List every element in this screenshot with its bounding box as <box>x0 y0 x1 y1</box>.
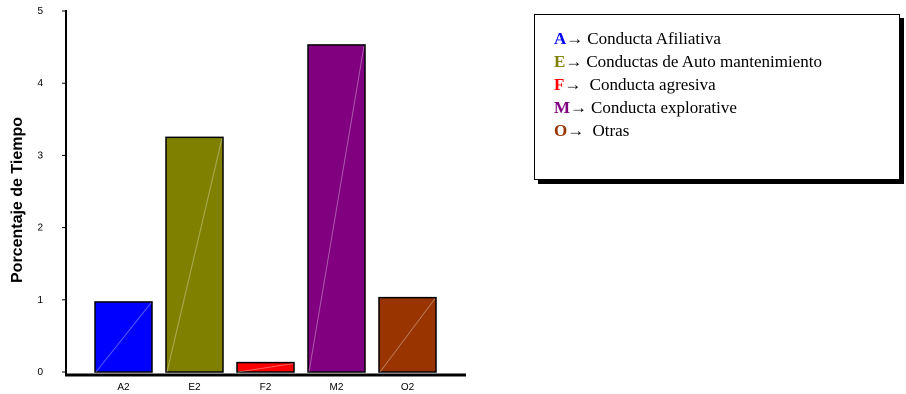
legend-letter: E <box>554 52 566 71</box>
bar-highlight <box>95 302 152 373</box>
legend-letter: O <box>554 121 568 140</box>
bar-o2 <box>378 296 437 373</box>
y-tick-label: 2 <box>37 223 43 234</box>
x-tick-label: A2 <box>117 382 130 393</box>
legend-text: Conducta agresiva <box>585 75 716 94</box>
legend-letter: A <box>554 29 567 48</box>
x-axis-tick-labels: A2 E2 F2 M2 O2 <box>117 382 414 393</box>
legend-item: A→ Conducta Afiliativa <box>554 27 899 50</box>
arrow-right-icon: → <box>564 75 582 94</box>
arrow-right-icon: → <box>566 29 584 48</box>
legend-item: E→ Conductas de Auto mantenimiento <box>554 50 899 73</box>
legend-letter: F <box>554 75 565 94</box>
arrow-right-icon: → <box>570 98 588 117</box>
arrow-right-icon: → <box>565 52 583 71</box>
legend-item: F→ Conducta agresiva <box>554 73 899 96</box>
bar-highlight <box>308 45 365 373</box>
bar-highlight <box>237 363 294 373</box>
bar-chart: Porcentaje de Tiempo 0 1 2 3 4 5 A2 E2 F2 M2 O2 <box>9 6 466 393</box>
legend-item: M→ Conducta explorative <box>554 96 899 119</box>
y-tick-label: 4 <box>37 78 43 89</box>
y-tick-label: 1 <box>37 295 43 306</box>
bar-highlight <box>166 138 223 373</box>
y-axis-ticks: 0 1 2 3 4 5 <box>37 6 66 378</box>
legend-letter: M <box>554 98 571 117</box>
x-tick-label: M2 <box>330 382 344 393</box>
x-tick-label: E2 <box>188 382 201 393</box>
y-tick-label: 3 <box>37 150 43 161</box>
bar-highlight <box>379 298 436 373</box>
legend-text: Conducta Afiliativa <box>587 29 721 48</box>
legend-item: O→ Otras <box>554 119 899 142</box>
x-tick-label: O2 <box>401 382 415 393</box>
y-tick-label: 0 <box>37 367 43 378</box>
arrow-right-icon: → <box>567 121 585 140</box>
bars <box>94 44 437 373</box>
legend-text: Conducta explorative <box>591 98 737 117</box>
legend-text: Otras <box>588 121 630 140</box>
legend-text: Conductas de Auto mantenimiento <box>586 52 822 71</box>
y-axis-label: Porcentaje de Tiempo <box>9 117 26 283</box>
bar-m2 <box>307 44 366 373</box>
y-tick-label: 5 <box>37 6 43 17</box>
x-tick-label: F2 <box>260 382 272 393</box>
bar-a2 <box>94 301 153 373</box>
bar-f2 <box>236 361 295 373</box>
legend-box: A→ Conducta Afiliativa E→ Conductas de Auto… <box>534 14 900 180</box>
bar-e2 <box>165 136 224 373</box>
